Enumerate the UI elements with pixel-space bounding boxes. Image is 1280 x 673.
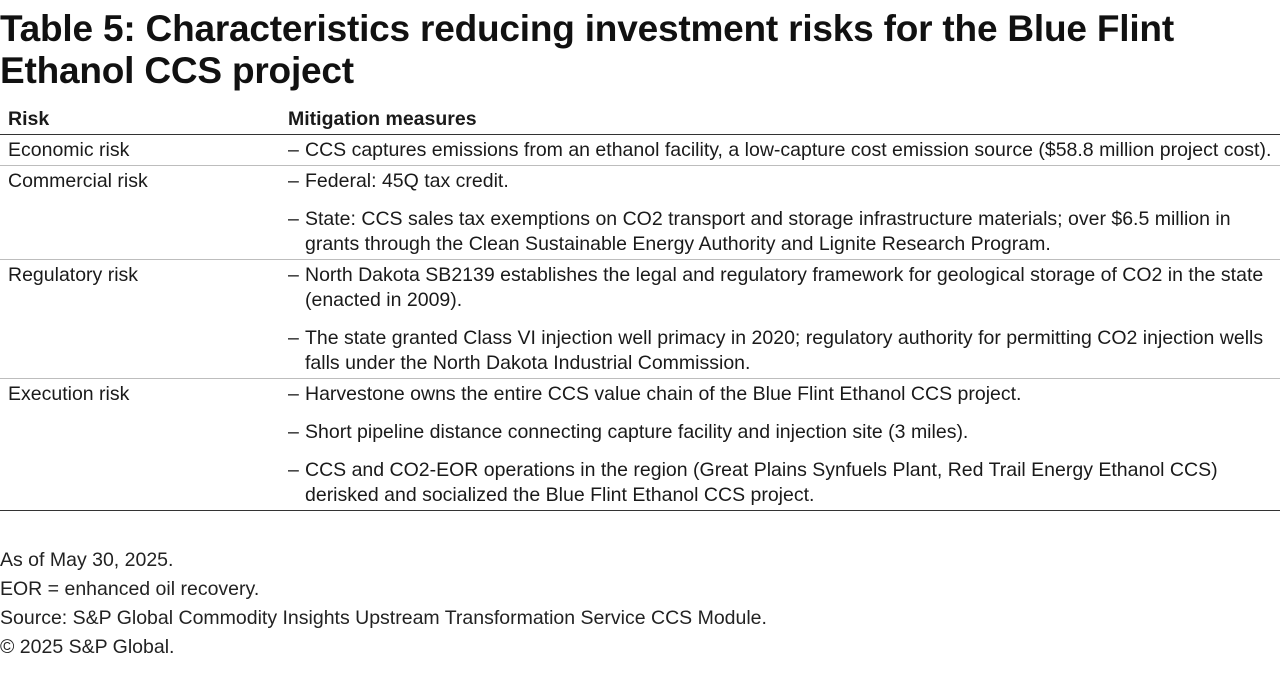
- mitigation-text: CCS and CO2-EOR operations in the region…: [305, 459, 1218, 506]
- mitigation-item: – Harvestone owns the entire CCS value c…: [288, 382, 1280, 407]
- source-note: Source: S&P Global Commodity Insights Up…: [0, 607, 767, 629]
- risk-cell: Economic risk: [0, 134, 288, 166]
- mitigation-text: Short pipeline distance connecting captu…: [305, 421, 969, 443]
- mitigation-cell: – Harvestone owns the entire CCS value c…: [288, 378, 1280, 511]
- mitigation-text: Federal: 45Q tax credit.: [305, 170, 509, 192]
- mitigation-item: – North Dakota SB2139 establishes the le…: [288, 263, 1280, 313]
- mitigation-cell: – Federal: 45Q tax credit. – State: CCS …: [288, 165, 1280, 260]
- copyright-note: © 2025 S&P Global.: [0, 636, 175, 658]
- mitigation-text: Harvestone owns the entire CCS value cha…: [305, 383, 1022, 405]
- mitigation-cell: – CCS captures emissions from an ethanol…: [288, 134, 1280, 166]
- mitigation-item: – CCS captures emissions from an ethanol…: [288, 138, 1280, 163]
- dash-bullet: –: [288, 421, 299, 443]
- table-row-execution: Execution risk – Harvestone owns the ent…: [0, 378, 1280, 511]
- risk-cell: Commercial risk: [0, 165, 288, 260]
- table-header-row: Risk Mitigation measures: [0, 104, 1280, 135]
- risk-cell: Execution risk: [0, 378, 288, 511]
- mitigation-item: – State: CCS sales tax exemptions on CO2…: [288, 207, 1280, 257]
- dash-bullet: –: [288, 327, 299, 349]
- mitigation-text: State: CCS sales tax exemptions on CO2 t…: [305, 208, 1231, 255]
- table-row-economic: Economic risk – CCS captures emissions f…: [0, 134, 1280, 166]
- dash-bullet: –: [288, 170, 299, 192]
- column-header-mitigation: Mitigation measures: [288, 104, 1280, 135]
- dash-bullet: –: [288, 208, 299, 230]
- dash-bullet: –: [288, 264, 299, 286]
- table-title: Table 5: Characteristics reducing invest…: [0, 8, 1174, 91]
- mitigation-text: North Dakota SB2139 establishes the lega…: [305, 264, 1264, 311]
- risk-mitigation-table: Risk Mitigation measures Economic risk –…: [0, 104, 1280, 511]
- mitigation-text: CCS captures emissions from an ethanol f…: [305, 139, 1272, 161]
- dash-bullet: –: [288, 139, 299, 161]
- risk-cell: Regulatory risk: [0, 259, 288, 379]
- mitigation-item: – Short pipeline distance connecting cap…: [288, 420, 1280, 445]
- table-notes: As of May 30, 2025. EOR = enhanced oil r…: [0, 546, 767, 662]
- mitigation-item: – The state granted Class VI injection w…: [288, 326, 1280, 376]
- dash-bullet: –: [288, 459, 299, 481]
- dash-bullet: –: [288, 383, 299, 405]
- abbreviation-note: EOR = enhanced oil recovery.: [0, 578, 260, 600]
- column-header-risk: Risk: [0, 104, 288, 135]
- mitigation-text: The state granted Class VI injection wel…: [305, 327, 1264, 374]
- as-of-note: As of May 30, 2025.: [0, 549, 174, 571]
- mitigation-item: – Federal: 45Q tax credit.: [288, 169, 1280, 194]
- mitigation-item: – CCS and CO2-EOR operations in the regi…: [288, 458, 1280, 508]
- table-row-commercial: Commercial risk – Federal: 45Q tax credi…: [0, 165, 1280, 260]
- mitigation-cell: – North Dakota SB2139 establishes the le…: [288, 259, 1280, 379]
- table-row-regulatory: Regulatory risk – North Dakota SB2139 es…: [0, 259, 1280, 379]
